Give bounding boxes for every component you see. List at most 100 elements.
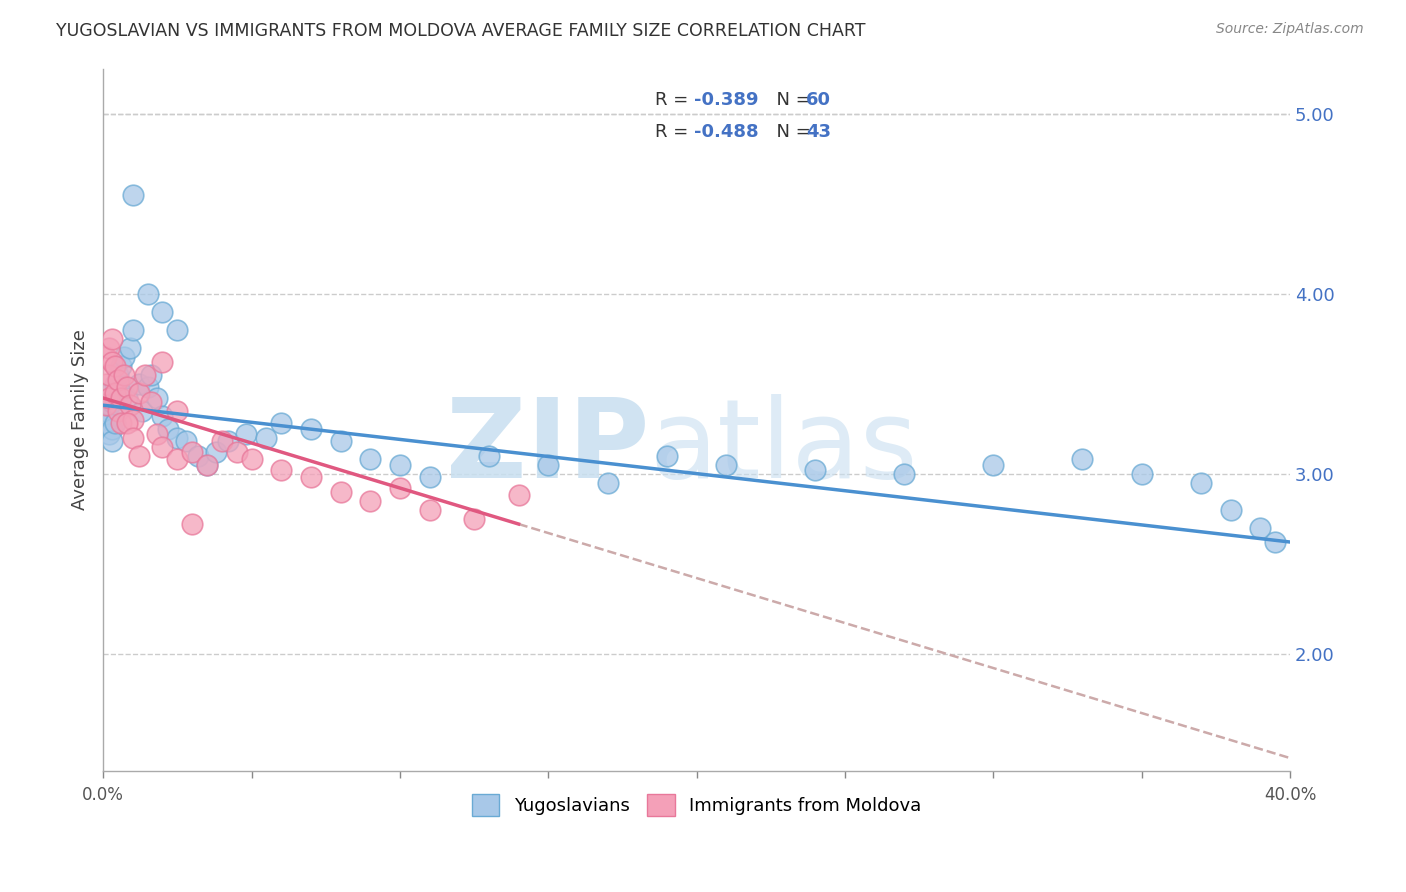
Point [1219,502,1241,516]
Point [145,391,167,405]
Point [187,449,209,463]
Y-axis label: Average Family Size: Average Family Size [72,329,89,510]
Text: 43: 43 [806,123,831,141]
Point [217,434,239,449]
Point [329,434,352,449]
Point [1189,475,1212,490]
Point [299,470,322,484]
Point [152,355,174,369]
Point [121,187,143,202]
Point [121,412,143,426]
Text: atlas: atlas [650,394,918,501]
Point [166,322,188,336]
Point [110,416,132,430]
Point [118,398,141,412]
Point [478,449,501,463]
Point [98,398,121,412]
Point [1071,452,1094,467]
Point [110,359,132,373]
Point [139,368,162,382]
Point [299,422,322,436]
Point [152,304,174,318]
Text: R =: R = [655,123,695,141]
Point [94,376,117,391]
Point [181,516,204,531]
Point [98,412,121,426]
Point [225,445,247,459]
Point [104,376,127,391]
Text: N =: N = [765,123,817,141]
Point [107,398,129,412]
Point [655,449,678,463]
Point [101,394,124,409]
Point [115,391,138,405]
Point [94,350,117,364]
Point [101,434,124,449]
Point [107,368,129,382]
Point [101,355,124,369]
Point [211,434,233,449]
Point [359,452,381,467]
Point [195,458,218,472]
Point [329,484,352,499]
Point [463,511,485,525]
Point [107,373,129,387]
Point [145,427,167,442]
Point [121,322,143,336]
Point [270,463,292,477]
Point [94,416,117,430]
Point [893,467,915,481]
Point [115,416,138,430]
Point [152,409,174,423]
Legend: Yugoslavians, Immigrants from Moldova: Yugoslavians, Immigrants from Moldova [463,785,931,825]
Point [118,341,141,355]
Point [388,458,411,472]
Point [101,422,124,436]
Point [104,416,127,430]
Point [110,385,132,400]
Point [419,502,441,516]
Text: R =: R = [655,91,695,109]
Point [1249,521,1271,535]
Point [157,422,180,436]
Point [94,409,117,423]
Point [94,403,117,417]
Point [115,380,138,394]
Point [128,385,150,400]
Point [240,452,263,467]
Point [359,493,381,508]
Point [104,359,127,373]
Point [166,431,188,445]
Point [112,368,135,382]
Text: -0.389: -0.389 [695,91,759,109]
Point [804,463,827,477]
Point [98,341,121,355]
Point [110,391,132,405]
Text: YUGOSLAVIAN VS IMMIGRANTS FROM MOLDOVA AVERAGE FAMILY SIZE CORRELATION CHART: YUGOSLAVIAN VS IMMIGRANTS FROM MOLDOVA A… [56,22,866,40]
Point [98,385,121,400]
Point [508,488,530,502]
Point [136,286,159,301]
Point [235,427,257,442]
Point [139,394,162,409]
Point [98,391,121,405]
Point [716,458,738,472]
Point [254,431,277,445]
Point [94,398,117,412]
Point [128,376,150,391]
Point [98,368,121,382]
Text: Source: ZipAtlas.com: Source: ZipAtlas.com [1216,22,1364,37]
Text: N =: N = [765,91,817,109]
Point [166,452,188,467]
Point [419,470,441,484]
Point [181,445,204,459]
Point [596,475,619,490]
Text: ZIP: ZIP [446,394,650,501]
Point [152,440,174,454]
Point [388,481,411,495]
Point [983,458,1005,472]
Point [136,380,159,394]
Point [134,368,156,382]
Point [104,385,127,400]
Point [205,445,228,459]
